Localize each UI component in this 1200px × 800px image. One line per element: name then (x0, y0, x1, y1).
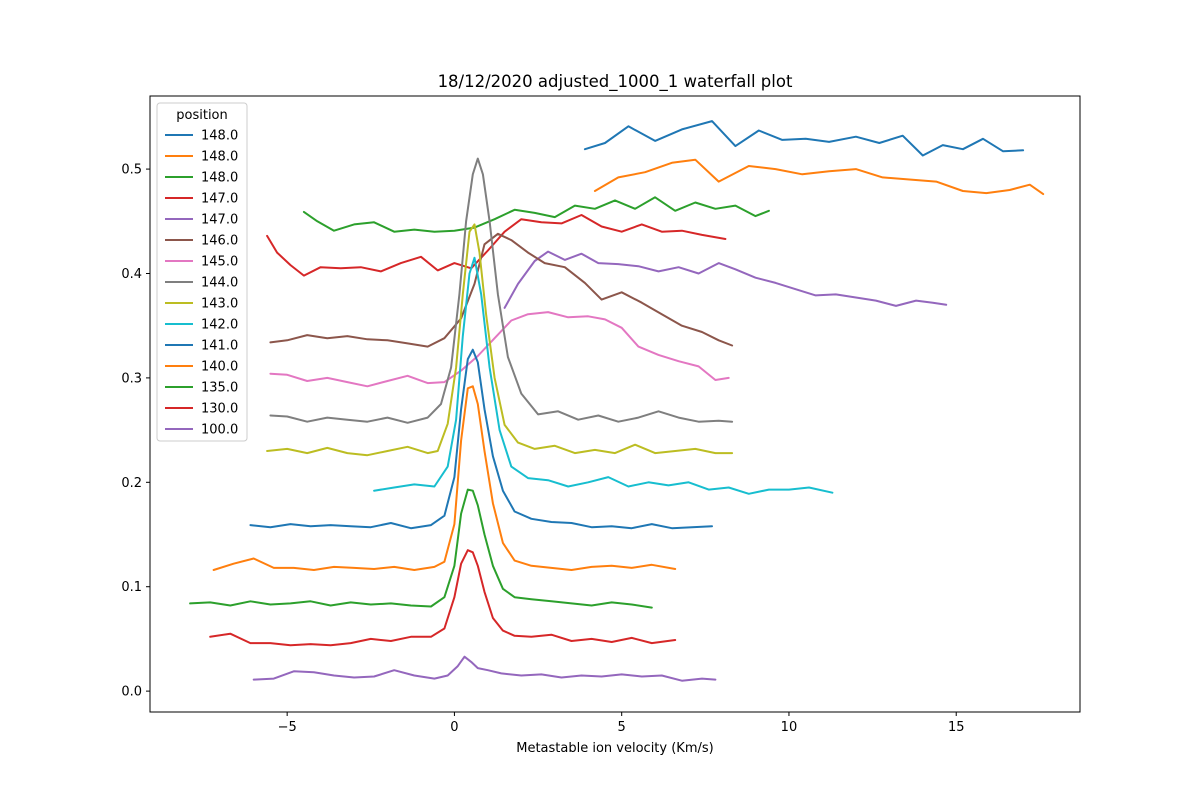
legend-entries: 148.0 148.0 148.0 147.0 147.0 146.0 145.0 144.0… (165, 129, 238, 438)
series-line-6 (269, 232, 734, 348)
legend: position 148.0148.0148.0147.0147.0146.01… (156, 102, 248, 442)
legend-label: 145.0 (201, 255, 238, 270)
legend-label: 130.0 (201, 402, 238, 417)
legend-label: 144.0 (201, 276, 238, 291)
series-line-10 (373, 256, 834, 495)
x-tick-label: 5 (618, 720, 626, 735)
legend-label: 100.0 (201, 423, 238, 438)
series-line-1 (583, 120, 1025, 157)
series-line-14 (209, 549, 677, 647)
series-line-13 (189, 488, 653, 609)
legend-label: 141.0 (201, 339, 238, 354)
plot-area (149, 95, 1081, 713)
x-axis-label: Metastable ion velocity (Km/s) (516, 741, 713, 756)
series-line-12 (212, 385, 677, 571)
legend-label: 147.0 (201, 192, 238, 207)
chart-title: 18/12/2020 adjusted_1000_1 waterfall plo… (438, 72, 793, 92)
legend-label: 146.0 (201, 234, 238, 249)
legend-label: 140.0 (201, 360, 238, 375)
x-tick-label: −5 (278, 720, 297, 735)
legend-label: 142.0 (201, 318, 238, 333)
series-line-11 (249, 348, 713, 530)
series-line-9 (266, 223, 734, 457)
y-tick-label: 0.2 (121, 476, 142, 491)
series-line-3 (302, 196, 770, 233)
x-axis: −5 0 5 10 15 (278, 712, 965, 735)
y-axis: 0.0 0.1 0.2 0.3 0.4 0.5 (121, 163, 150, 700)
x-tick-label: 10 (781, 720, 798, 735)
legend-label: 148.0 (201, 171, 238, 186)
legend-label: 148.0 (201, 150, 238, 165)
x-tick-label: 15 (948, 720, 965, 735)
series-line-15 (252, 655, 717, 682)
y-tick-label: 0.1 (121, 580, 142, 595)
series-line-2 (593, 158, 1045, 196)
legend-label: 148.0 (201, 129, 238, 144)
x-tick-label: 0 (450, 720, 458, 735)
series-line-8 (269, 157, 734, 424)
y-tick-label: 0.3 (121, 371, 142, 386)
legend-label: 143.0 (201, 297, 238, 312)
y-tick-label: 0.0 (121, 685, 142, 700)
y-tick-label: 0.5 (121, 163, 142, 178)
legend-title: position (176, 108, 228, 123)
series-layer (189, 120, 1045, 682)
y-tick-label: 0.4 (121, 267, 142, 282)
legend-box (156, 102, 248, 442)
legend-label: 147.0 (201, 213, 238, 228)
legend-label: 135.0 (201, 381, 238, 396)
series-line-5 (503, 250, 948, 309)
axes-frame (149, 95, 1081, 713)
